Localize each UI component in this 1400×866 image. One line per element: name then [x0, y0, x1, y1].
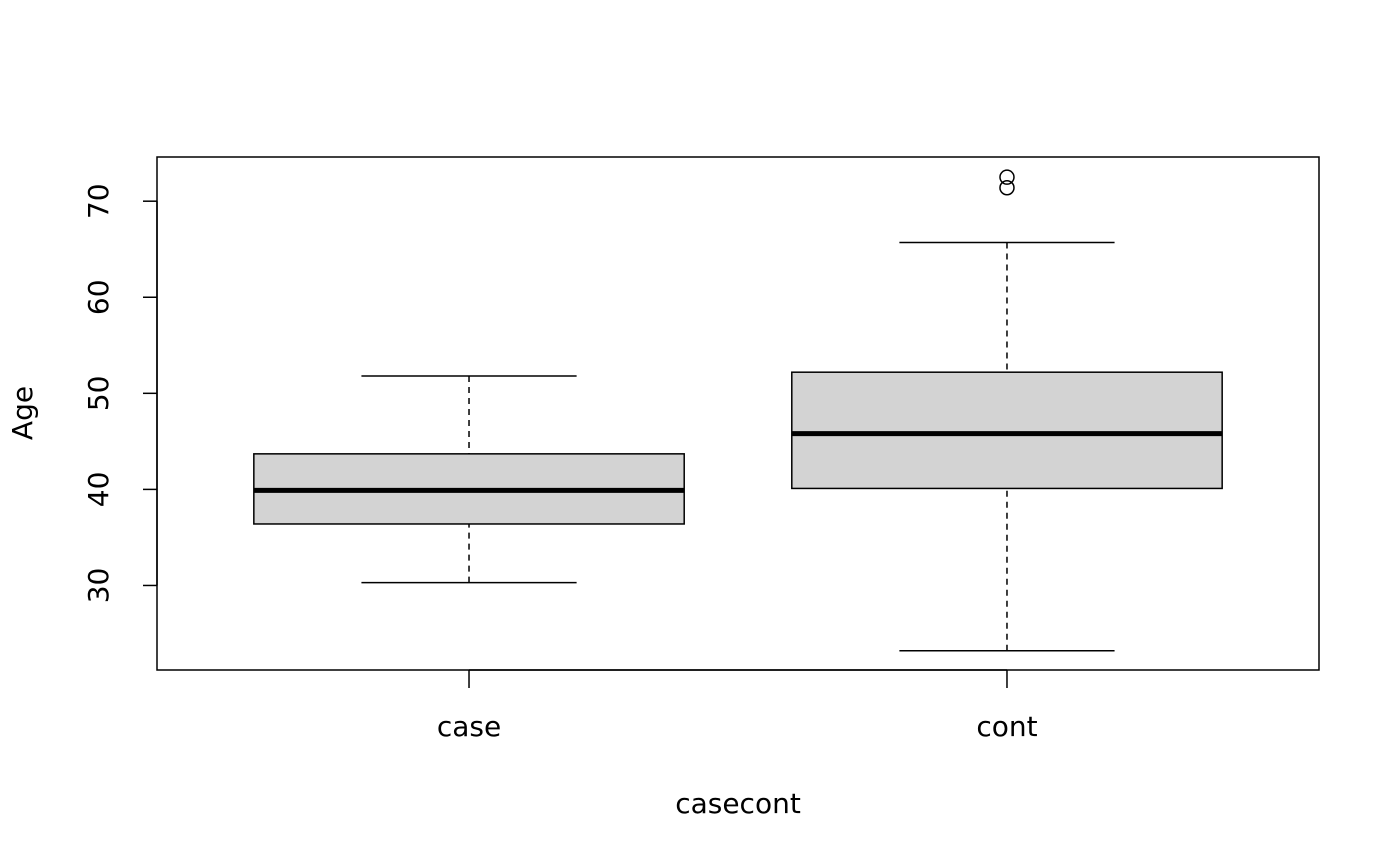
y-tick-label: 30	[82, 568, 115, 604]
x-axis-label: casecont	[675, 787, 801, 820]
y-axis-label: Age	[6, 386, 39, 440]
outlier	[999, 169, 1015, 185]
y-tick-label: 60	[82, 279, 115, 315]
x-tick-label: cont	[976, 710, 1037, 743]
y-tick-label: 50	[82, 376, 115, 412]
outlier	[999, 179, 1015, 196]
x-tick-label: case	[437, 710, 501, 743]
y-tick-label: 40	[82, 472, 115, 508]
y-tick-label: 70	[82, 183, 115, 219]
box	[791, 371, 1223, 490]
